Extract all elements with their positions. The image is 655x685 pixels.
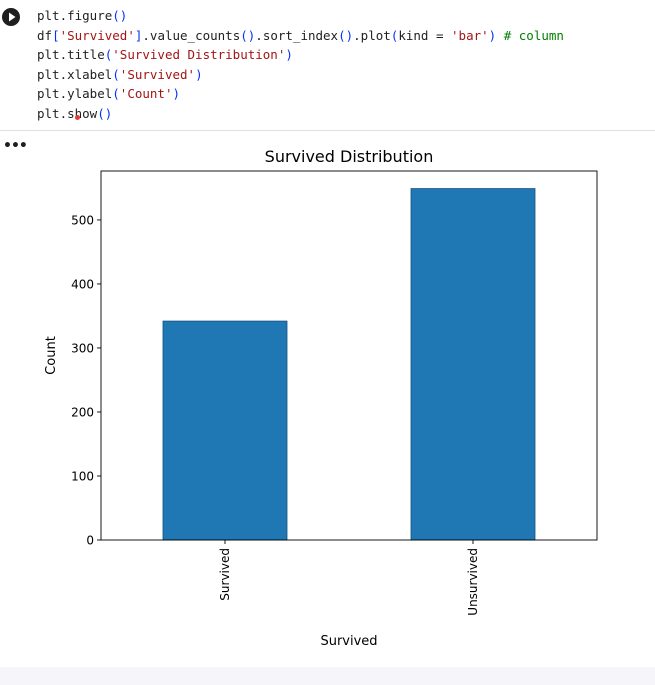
code-line: plt.ylabel('Count') [37,84,564,104]
bottom-bar [0,667,655,685]
cursor-marker [75,115,80,120]
code-token: ) [172,86,181,101]
code-token: ( [390,27,399,43]
y-tick-label: 100 [71,469,94,483]
code-line: plt.figure() [37,6,564,26]
code-token: 'Survived Distribution' [112,47,286,62]
code-token: () [112,8,128,23]
code-token: ] [134,27,143,43]
x-tick-label: Unsurvived [466,548,480,616]
code-token: 'Count' [119,86,173,101]
code-token: ( [104,47,113,62]
y-tick-label: 300 [71,341,94,355]
code-token: # column [496,27,564,43]
plot-frame [100,170,598,541]
code-token: ) [195,66,203,82]
code-line: plt.show() [37,104,564,124]
run-cell-button[interactable] [2,8,20,26]
code-line: plt.title('Survived Distribution') [37,45,564,65]
play-icon [9,12,16,22]
code-token: 'bar' [451,27,489,43]
code-token: ( [112,66,120,82]
code-token: () [97,105,113,121]
code-token: .value_counts [142,27,241,43]
bar-chart: Survived Distribution 0 100 200 300 400 500 Sur… [44,147,598,649]
chart-title: Survived Distribution [265,147,434,166]
bar-unsurvived [410,188,536,541]
code-token: .plot [353,27,391,43]
code-token: .sort_index [255,27,339,43]
code-token: 'Survived' [59,27,135,43]
y-tick-label: 200 [71,405,94,419]
bar-survived [162,320,288,541]
y-tick-label: 400 [71,277,94,291]
code-token: ( [112,86,120,101]
code-line: plt.xlabel('Survived') [37,65,564,85]
code-token: 'Survived' [119,66,196,82]
code-token: ) [285,47,293,62]
cell-divider [0,130,655,131]
code-cell[interactable]: plt.figure() df['Survived'].value_counts(… [0,0,655,130]
code-token: plt.xlabel [37,66,113,82]
code-token: () [338,27,354,43]
y-axis-label: Count [44,336,59,375]
output-menu-button[interactable]: ••• [3,138,28,154]
code-token: plt.ylabel [37,86,113,101]
code-token: () [240,27,256,43]
code-token: ) [488,27,497,43]
code-line: df['Survived'].value_counts().sort_index… [37,26,564,46]
output-area: Survived Distribution 0 100 200 300 400 500 Sur… [0,131,655,667]
code-token: plt.figure [37,8,113,23]
y-tick-label: 0 [86,534,94,548]
code-token: kind = [398,27,452,43]
code-token: [ [52,27,60,43]
x-tick-label: Survived [218,548,232,601]
code-token: df [37,27,53,43]
code-editor[interactable]: plt.figure() df['Survived'].value_counts(… [37,6,564,123]
x-axis-label: Survived [320,634,377,649]
code-token: plt.show [37,105,98,121]
y-tick-label: 500 [71,213,94,227]
code-token: plt.title [37,47,105,62]
